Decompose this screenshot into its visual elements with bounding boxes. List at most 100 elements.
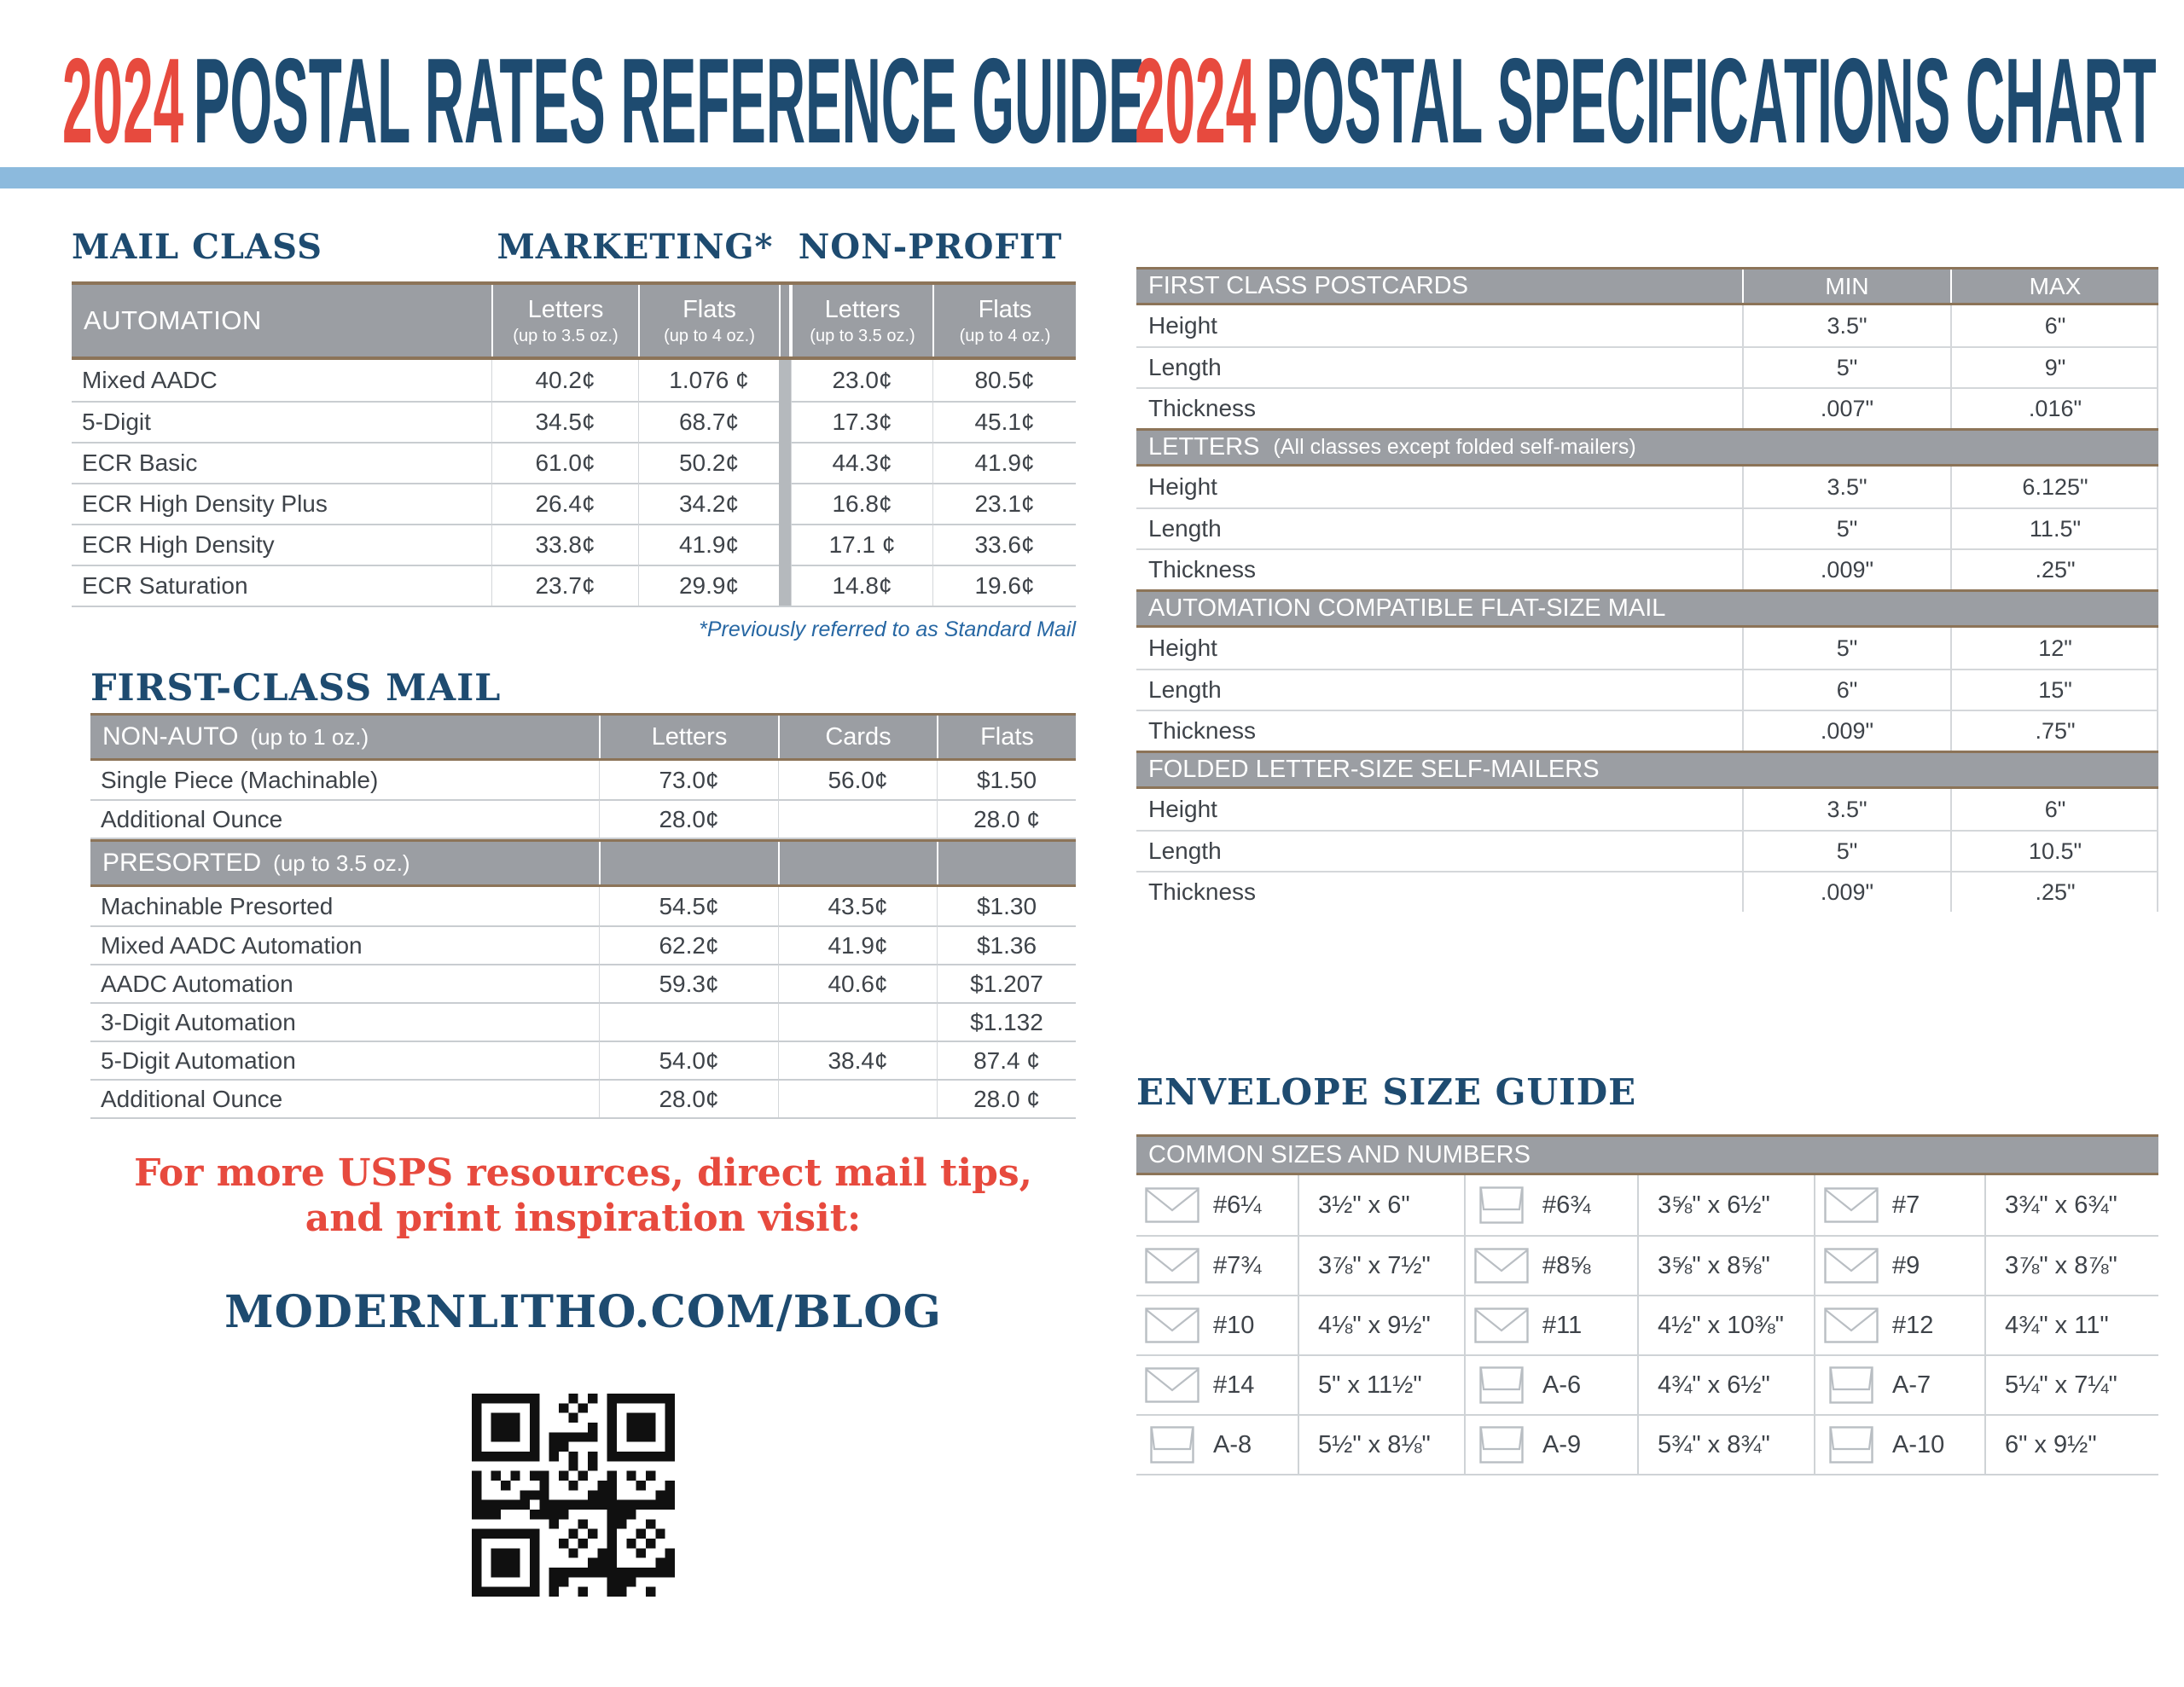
rate-value: 41.9¢ <box>932 442 1076 483</box>
max-value: 10.5" <box>1950 830 2158 871</box>
column-header: Flats <box>937 716 1076 758</box>
rate-value: 87.4 ¢ <box>937 1041 1076 1079</box>
max-value: 15" <box>1950 669 2158 710</box>
envelope-item: A-9 <box>1464 1414 1637 1474</box>
envelope-number: A-8 <box>1213 1430 1252 1458</box>
dimension-label: Thickness <box>1136 871 1742 912</box>
promo-line-2: and print inspiration visit: <box>305 1196 862 1240</box>
envelope-item: A-8 <box>1136 1414 1298 1474</box>
section-header: FOLDED LETTER-SIZE SELF-MAILERS <box>1136 751 2158 789</box>
envelope-item: #9 <box>1814 1235 1984 1295</box>
column-sublabel: (up to 4 oz.) <box>959 326 1051 345</box>
column-group-divider <box>779 285 791 357</box>
table-row: Additional Ounce 28.0¢ 28.0 ¢ <box>90 799 1076 838</box>
rate-value: 28.0¢ <box>599 799 778 838</box>
section-body: Single Piece (Machinable) 73.0¢ 56.0¢ $1.50… <box>90 761 1076 839</box>
column-group-divider <box>779 565 791 606</box>
rate-value: 23.1¢ <box>932 483 1076 524</box>
rate-value: 73.0¢ <box>599 761 778 799</box>
rate-value: $1.207 <box>937 964 1076 1002</box>
envelope-size: 3¾" x 6¾" <box>1984 1175 2158 1235</box>
envelope-pointed-flap-icon <box>1143 1248 1201 1284</box>
envelope-size: 5" x 11½" <box>1298 1354 1464 1414</box>
rate-value: 56.0¢ <box>778 761 937 799</box>
envelope-item: A-10 <box>1814 1414 1984 1474</box>
automation-rates-table: AUTOMATION Letters (up to 3.5 oz.) Flats (up… <box>72 281 1076 607</box>
table-row: Thickness .009" .75" <box>1136 710 2158 751</box>
right-page-title: 2024POSTAL SPECIFICATIONS CHART <box>1135 41 2184 162</box>
rate-value: 80.5¢ <box>932 360 1076 401</box>
rate-value: 19.6¢ <box>932 565 1076 606</box>
envelope-pointed-flap-icon <box>1472 1307 1531 1343</box>
rate-value: 50.2¢ <box>638 442 779 483</box>
column-header: Flats (up to 4 oz.) <box>932 285 1076 357</box>
rate-value: 23.0¢ <box>791 360 932 401</box>
section-header: FIRST CLASS POSTCARDS MIN MAX <box>1136 267 2158 305</box>
table-row: Height 3.5" 6" <box>1136 789 2158 830</box>
row-label: Additional Ounce <box>90 799 599 838</box>
dimension-label: Length <box>1136 507 1742 548</box>
envelope-number: A-9 <box>1542 1430 1582 1458</box>
row-label: Single Piece (Machinable) <box>101 766 379 793</box>
section-header-label: AUTOMATION COMPATIBLE FLAT-SIZE MAIL <box>1148 594 1666 622</box>
rate-value: 16.8¢ <box>791 483 932 524</box>
rate-value: 1.076 ¢ <box>638 360 779 401</box>
table-row: Additional Ounce 28.0¢ 28.0 ¢ <box>90 1079 1076 1117</box>
rate-value: 34.5¢ <box>491 401 638 442</box>
table-row: Mixed AADC 40.2¢ 1.076 ¢ 23.0¢ 80.5¢ <box>72 360 1076 401</box>
row-label: ECR Saturation <box>72 565 491 606</box>
table-row: ECR Basic 61.0¢ 50.2¢ 44.3¢ 41.9¢ <box>72 442 1076 483</box>
envelope-item: #6¾ <box>1464 1175 1637 1235</box>
dimension-label: Height <box>1148 796 1217 822</box>
envelope-square-flap-icon <box>1472 1426 1531 1464</box>
envelope-size: 5¾" x 8¾" <box>1637 1414 1814 1474</box>
envelope-square-flap-icon <box>1143 1426 1201 1464</box>
max-value: 6" <box>1950 305 2158 346</box>
section-header-label: FOLDED LETTER-SIZE SELF-MAILERS <box>1148 756 1600 783</box>
table-row: Thickness .009" .25" <box>1136 871 2158 912</box>
rate-value: 17.3¢ <box>791 401 932 442</box>
rate-value <box>778 1079 937 1117</box>
left-page-title-text: 2024POSTAL RATES REFERENCE GUIDE <box>62 41 1145 162</box>
table-row: 5-Digit Automation 54.0¢ 38.4¢ 87.4 ¢ <box>90 1041 1076 1079</box>
dimension-label: Height <box>1148 635 1217 661</box>
table-row: ECR High Density 33.8¢ 41.9¢ 17.1 ¢ 33.6¢ <box>72 524 1076 565</box>
envelope-number: A-7 <box>1892 1371 1931 1399</box>
dimension-label: Thickness <box>1136 387 1742 428</box>
envelope-size: 5½" x 8⅛" <box>1298 1414 1464 1474</box>
promo-line-1: For more USPS resources, direct mail tip… <box>134 1151 1032 1195</box>
rate-value: 28.0 ¢ <box>937 799 1076 838</box>
blog-url: MODERNLITHO.COM/BLOG <box>224 1286 942 1338</box>
min-value: 5" <box>1742 346 1950 387</box>
column-sublabel: (up to 3.5 oz.) <box>513 326 619 345</box>
left-title-main: POSTAL RATES REFERENCE GUIDE <box>193 33 1145 169</box>
rate-value: $1.132 <box>937 1002 1076 1041</box>
section-header: NON-AUTO (up to 1 oz.) Letters Cards Flats <box>90 713 1076 761</box>
row-label: Mixed AADC Automation <box>90 925 599 964</box>
table-row: ECR High Density Plus 26.4¢ 34.2¢ 16.8¢ 23.1… <box>72 483 1076 524</box>
column-group-divider <box>779 442 791 483</box>
column-sublabel: (up to 4 oz.) <box>664 326 755 345</box>
table-row: Mixed AADC Automation 62.2¢ 41.9¢ $1.36 <box>90 925 1076 964</box>
envelope-size: 4¾" x 6½" <box>1637 1354 1814 1414</box>
left-page-title: 2024POSTAL RATES REFERENCE GUIDE <box>62 41 2184 162</box>
envelope-pointed-flap-icon <box>1143 1187 1201 1223</box>
column-header <box>599 842 778 884</box>
table-row: Single Piece (Machinable) 73.0¢ 56.0¢ $1.50 <box>90 761 1076 799</box>
min-value: 3.5" <box>1742 467 1950 507</box>
column-header: Letters (up to 3.5 oz.) <box>491 285 638 357</box>
table-row: ECR Saturation 23.7¢ 29.9¢ 14.8¢ 19.6¢ <box>72 565 1076 606</box>
envelope-pointed-flap-icon <box>1143 1307 1201 1343</box>
dimension-label: Thickness <box>1136 710 1742 751</box>
column-label: Flats <box>682 295 736 323</box>
rate-value: 34.2¢ <box>638 483 779 524</box>
section-header: LETTERS (All classes except folded self-m… <box>1136 428 2158 467</box>
envelope-item: #6¼ <box>1136 1175 1298 1235</box>
section-header: PRESORTED (up to 3.5 oz.) <box>90 839 1076 887</box>
min-value: 5" <box>1742 628 1950 669</box>
rate-value: 33.8¢ <box>491 524 638 565</box>
envelope-number: #7¾ <box>1213 1251 1262 1279</box>
envelope-number: #14 <box>1213 1371 1255 1399</box>
automation-header-label: AUTOMATION <box>84 305 262 335</box>
envelope-item: #10 <box>1136 1295 1298 1354</box>
